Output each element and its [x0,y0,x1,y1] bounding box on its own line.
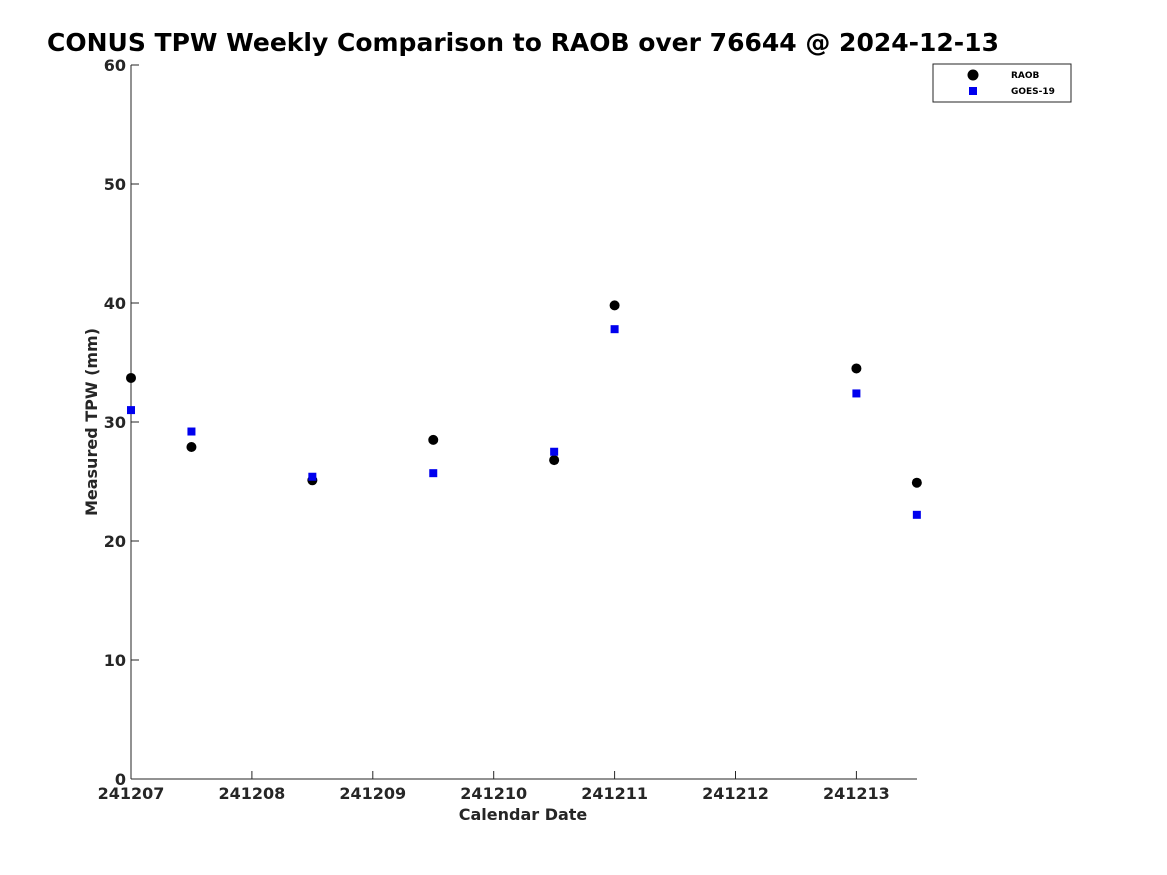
legend-marker-raob [967,69,979,81]
y-axis-label: Measured TPW (mm) [82,328,101,516]
y-tick-label: 40 [104,294,126,313]
x-tick-label: 241210 [460,784,527,803]
goes-point [610,325,619,334]
x-tick-label: 241213 [823,784,890,803]
legend-marker-goes [969,87,977,95]
goes-point [852,389,861,398]
goes-point [308,472,317,481]
goes-point [187,427,196,436]
x-tick-label: 241209 [339,784,406,803]
legend-box [932,63,1072,103]
goes-point [127,406,135,415]
x-axis-ticks: 241207 241208 241209 241210 241211 241212 2412… [98,771,890,803]
legend-label: RAOB [1011,71,1040,81]
goes-point [429,469,438,478]
x-axis-label: Calendar Date [459,805,588,824]
raob-point [549,455,560,466]
y-tick-label: 50 [104,175,126,194]
raob-point [186,441,197,452]
y-tick-label: 0 [115,770,126,789]
goes-point [550,447,559,456]
raob-point [911,477,922,488]
raob-point [126,372,136,383]
raob-point [428,434,439,445]
legend-label: GOES-19 [1011,87,1055,97]
raob-point [851,363,862,374]
chart-title: CONUS TPW Weekly Comparison to RAOB over… [47,28,999,57]
raob-point [609,300,620,311]
y-tick-label: 10 [104,651,126,670]
y-tick-label: 30 [104,413,126,432]
x-tick-label: 241211 [581,784,648,803]
y-tick-label: 60 [104,56,126,75]
axes [130,65,917,780]
y-tick-label: 20 [104,532,126,551]
x-tick-label: 241207 [98,784,165,803]
x-tick-label: 241212 [702,784,769,803]
legend: RAOB GOES-19 [932,63,1072,103]
goes-point [912,510,921,519]
x-tick-label: 241208 [219,784,286,803]
y-axis-ticks: 0 10 20 30 40 50 60 [104,56,139,789]
data-points [126,300,922,519]
